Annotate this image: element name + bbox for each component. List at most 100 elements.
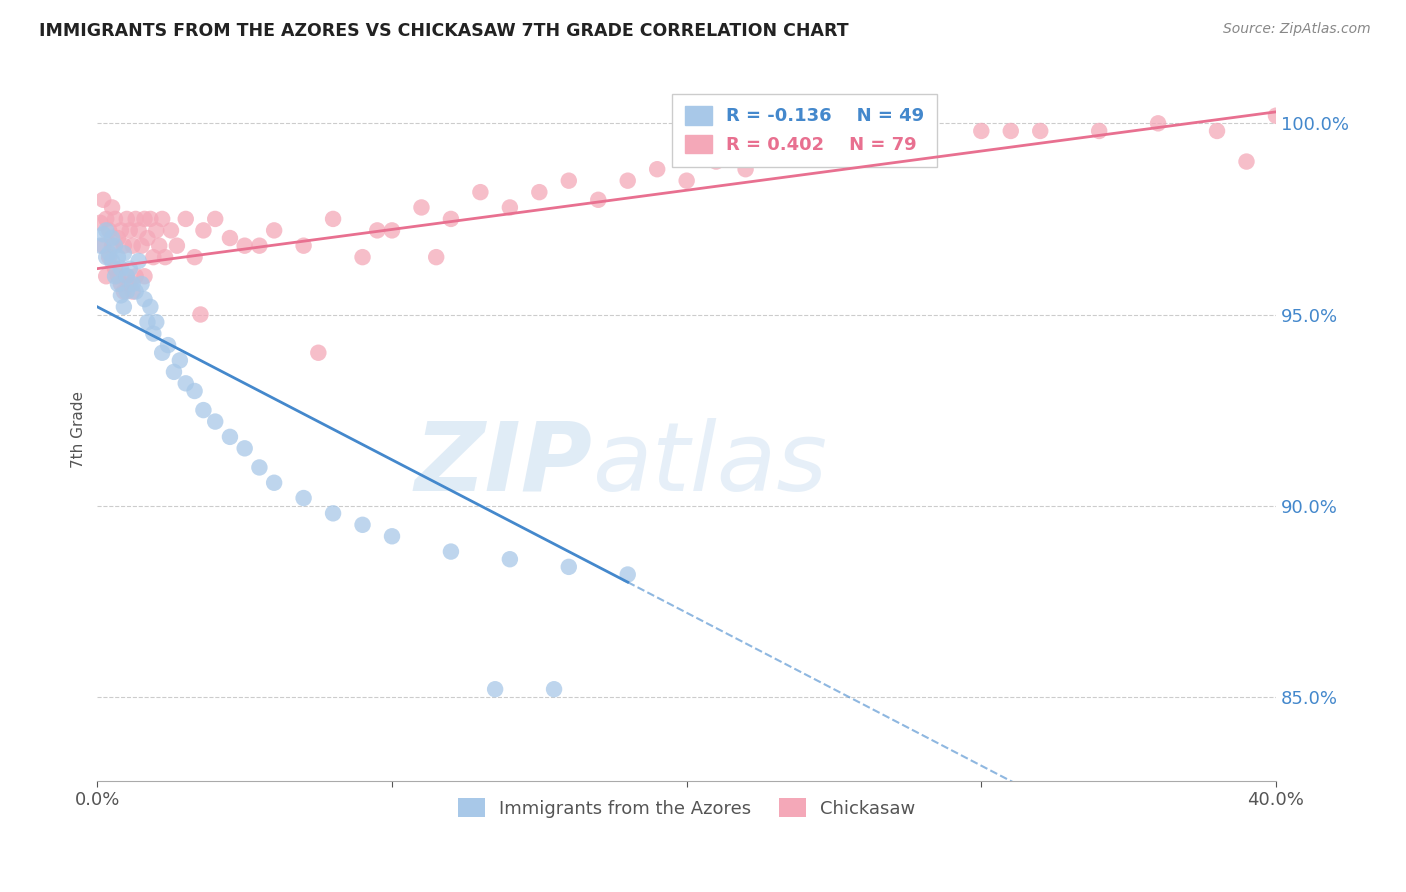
- Point: [110, 261, 132, 276]
- Point: [134, 211, 156, 226]
- Point: [150, 211, 173, 226]
- Point: [157, 338, 180, 352]
- Point: [588, 193, 610, 207]
- Point: [675, 174, 697, 188]
- Point: [115, 269, 138, 284]
- Point: [128, 223, 150, 237]
- Point: [131, 277, 153, 291]
- Point: [107, 269, 129, 284]
- Point: [148, 238, 170, 252]
- Point: [104, 269, 127, 284]
- Point: [110, 223, 132, 237]
- Point: [616, 567, 638, 582]
- Point: [322, 506, 344, 520]
- Point: [911, 136, 934, 150]
- Point: [1029, 124, 1052, 138]
- Point: [118, 223, 141, 237]
- Point: [249, 460, 271, 475]
- Point: [484, 682, 506, 697]
- Point: [110, 288, 132, 302]
- Point: [121, 277, 143, 291]
- Point: [204, 415, 226, 429]
- Point: [183, 250, 205, 264]
- Point: [104, 261, 127, 276]
- Point: [96, 223, 118, 237]
- Point: [131, 238, 153, 252]
- Point: [142, 326, 165, 341]
- Point: [163, 365, 186, 379]
- Point: [852, 136, 875, 150]
- Text: IMMIGRANTS FROM THE AZORES VS CHICKASAW 7TH GRADE CORRELATION CHART: IMMIGRANTS FROM THE AZORES VS CHICKASAW …: [39, 22, 849, 40]
- Point: [89, 216, 111, 230]
- Point: [558, 560, 581, 574]
- Point: [366, 223, 388, 237]
- Point: [190, 308, 212, 322]
- Point: [543, 682, 565, 697]
- Point: [499, 201, 522, 215]
- Point: [115, 269, 138, 284]
- Point: [160, 223, 183, 237]
- Point: [882, 136, 904, 150]
- Point: [1088, 124, 1111, 138]
- Legend: Immigrants from the Azores, Chickasaw: Immigrants from the Azores, Chickasaw: [451, 791, 922, 825]
- Point: [381, 223, 404, 237]
- Point: [233, 238, 256, 252]
- Point: [193, 403, 215, 417]
- Point: [112, 300, 135, 314]
- Point: [970, 124, 993, 138]
- Point: [107, 250, 129, 264]
- Point: [352, 517, 374, 532]
- Point: [193, 223, 215, 237]
- Point: [823, 147, 845, 161]
- Point: [645, 162, 668, 177]
- Point: [96, 269, 118, 284]
- Point: [98, 246, 121, 260]
- Point: [183, 384, 205, 398]
- Point: [425, 250, 447, 264]
- Point: [101, 201, 124, 215]
- Point: [112, 246, 135, 260]
- Text: ZIP: ZIP: [415, 417, 592, 511]
- Point: [136, 315, 159, 329]
- Point: [204, 211, 226, 226]
- Point: [440, 211, 463, 226]
- Point: [104, 238, 127, 252]
- Point: [91, 227, 114, 242]
- Point: [499, 552, 522, 566]
- Point: [98, 223, 121, 237]
- Point: [98, 250, 121, 264]
- Point: [112, 285, 135, 299]
- Point: [107, 277, 129, 291]
- Point: [96, 250, 118, 264]
- Point: [124, 285, 146, 299]
- Point: [101, 238, 124, 252]
- Point: [96, 211, 118, 226]
- Point: [529, 185, 551, 199]
- Point: [352, 250, 374, 264]
- Point: [307, 345, 329, 359]
- Point: [734, 162, 756, 177]
- Point: [101, 231, 124, 245]
- Point: [470, 185, 492, 199]
- Point: [115, 211, 138, 226]
- Point: [104, 211, 127, 226]
- Point: [292, 491, 315, 505]
- Point: [1236, 154, 1258, 169]
- Point: [115, 285, 138, 299]
- Point: [150, 345, 173, 359]
- Point: [558, 174, 581, 188]
- Point: [89, 238, 111, 252]
- Point: [616, 174, 638, 188]
- Point: [1000, 124, 1022, 138]
- Point: [153, 250, 176, 264]
- Point: [91, 193, 114, 207]
- Point: [169, 353, 191, 368]
- Point: [233, 442, 256, 456]
- Point: [112, 238, 135, 252]
- Point: [219, 231, 242, 245]
- Point: [263, 475, 285, 490]
- Point: [124, 269, 146, 284]
- Point: [440, 544, 463, 558]
- Point: [118, 277, 141, 291]
- Point: [219, 430, 242, 444]
